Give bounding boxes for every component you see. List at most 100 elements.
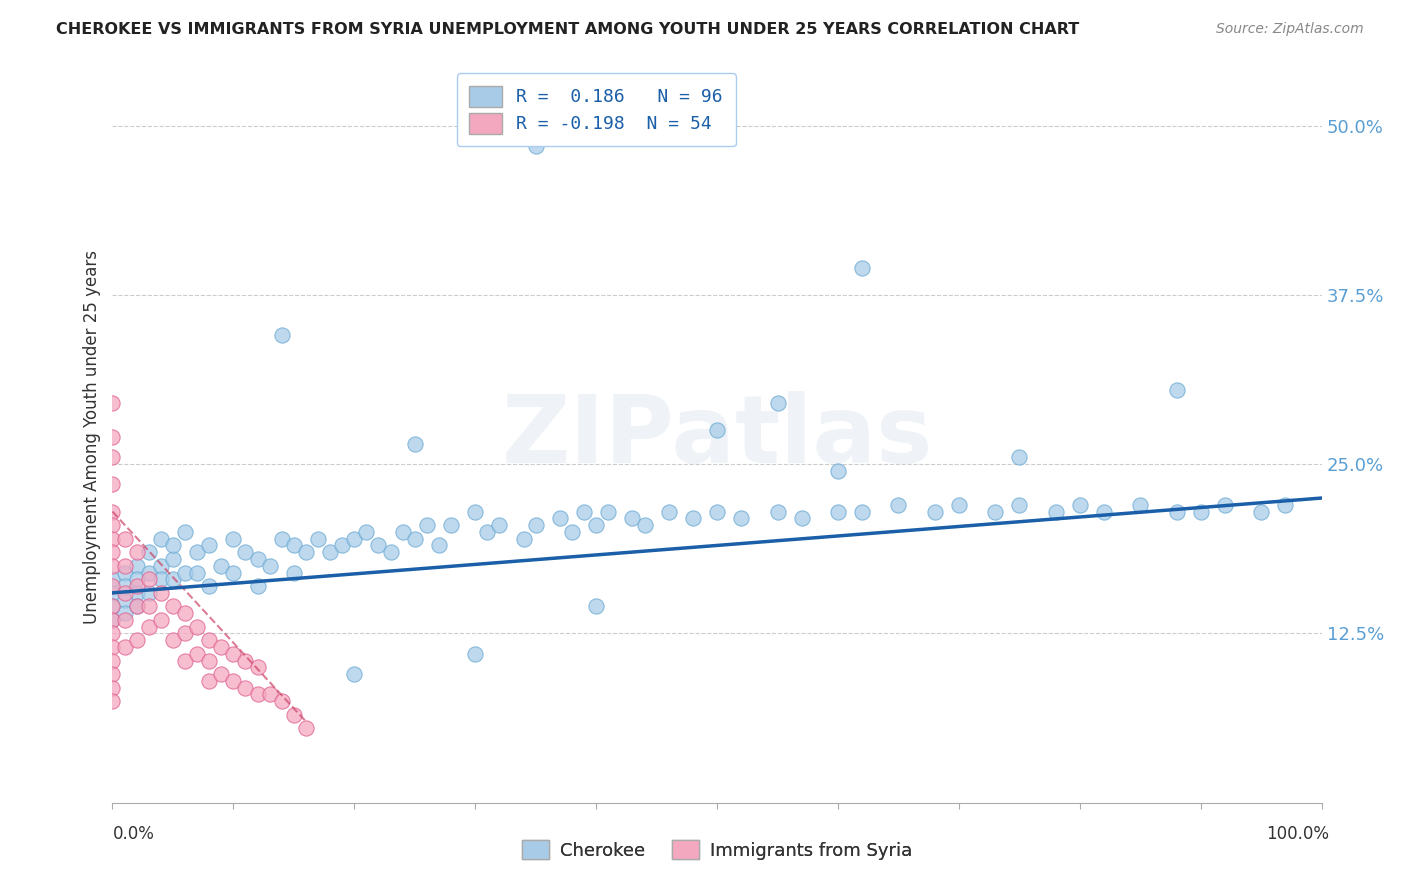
Point bbox=[125, 599, 148, 614]
Point bbox=[101, 430, 124, 444]
Point bbox=[270, 532, 292, 546]
Point bbox=[330, 538, 353, 552]
Legend: Cherokee, Immigrants from Syria: Cherokee, Immigrants from Syria bbox=[515, 833, 920, 867]
Point bbox=[1008, 498, 1031, 512]
Point bbox=[125, 599, 148, 614]
Point bbox=[440, 518, 463, 533]
Point bbox=[186, 647, 208, 661]
Point bbox=[138, 572, 160, 586]
Text: ZIPatlas: ZIPatlas bbox=[502, 391, 932, 483]
Point bbox=[404, 532, 426, 546]
Point bbox=[1189, 505, 1212, 519]
Point bbox=[101, 694, 124, 708]
Point bbox=[548, 511, 571, 525]
Text: CHEROKEE VS IMMIGRANTS FROM SYRIA UNEMPLOYMENT AMONG YOUTH UNDER 25 YEARS CORREL: CHEROKEE VS IMMIGRANTS FROM SYRIA UNEMPL… bbox=[56, 22, 1080, 37]
Point bbox=[114, 613, 136, 627]
Point bbox=[259, 558, 281, 573]
Point bbox=[367, 538, 389, 552]
Point bbox=[101, 599, 124, 614]
Point bbox=[488, 518, 510, 533]
Point bbox=[114, 640, 136, 654]
Point bbox=[222, 647, 245, 661]
Point bbox=[416, 518, 439, 533]
Point bbox=[730, 511, 752, 525]
Point bbox=[924, 505, 946, 519]
Point bbox=[572, 505, 595, 519]
Point bbox=[621, 511, 644, 525]
Point bbox=[138, 620, 160, 634]
Point bbox=[186, 566, 208, 580]
Point bbox=[162, 633, 184, 648]
Point bbox=[125, 586, 148, 600]
Point bbox=[125, 558, 148, 573]
Point bbox=[186, 620, 208, 634]
Point bbox=[235, 681, 257, 695]
Point bbox=[246, 688, 269, 702]
Point bbox=[101, 681, 124, 695]
Point bbox=[101, 545, 124, 559]
Point bbox=[464, 647, 486, 661]
Point bbox=[209, 640, 232, 654]
Point bbox=[125, 633, 148, 648]
Point bbox=[295, 721, 318, 735]
Point bbox=[356, 524, 378, 539]
Point bbox=[427, 538, 450, 552]
Point bbox=[101, 450, 124, 465]
Point bbox=[380, 545, 402, 559]
Point bbox=[101, 477, 124, 491]
Point bbox=[283, 566, 305, 580]
Point bbox=[851, 505, 873, 519]
Point bbox=[174, 626, 197, 640]
Point bbox=[174, 606, 197, 620]
Point bbox=[283, 538, 305, 552]
Point bbox=[766, 396, 789, 410]
Point bbox=[114, 566, 136, 580]
Point bbox=[766, 505, 789, 519]
Point bbox=[1092, 505, 1115, 519]
Text: 100.0%: 100.0% bbox=[1265, 825, 1329, 843]
Point bbox=[319, 545, 342, 559]
Point bbox=[512, 532, 534, 546]
Point bbox=[561, 524, 583, 539]
Text: 0.0%: 0.0% bbox=[112, 825, 155, 843]
Point bbox=[222, 566, 245, 580]
Point bbox=[138, 586, 160, 600]
Point bbox=[633, 518, 655, 533]
Point bbox=[1250, 505, 1272, 519]
Point bbox=[270, 328, 292, 343]
Point bbox=[162, 552, 184, 566]
Point bbox=[307, 532, 329, 546]
Point bbox=[585, 599, 607, 614]
Point bbox=[162, 572, 184, 586]
Point bbox=[149, 613, 172, 627]
Point bbox=[114, 579, 136, 593]
Point bbox=[404, 437, 426, 451]
Point bbox=[101, 518, 124, 533]
Point bbox=[198, 579, 221, 593]
Point bbox=[246, 579, 269, 593]
Point bbox=[209, 558, 232, 573]
Point bbox=[283, 707, 305, 722]
Point bbox=[270, 694, 292, 708]
Point bbox=[162, 538, 184, 552]
Point bbox=[101, 396, 124, 410]
Point bbox=[198, 633, 221, 648]
Point bbox=[827, 505, 849, 519]
Point bbox=[948, 498, 970, 512]
Point bbox=[790, 511, 813, 525]
Point bbox=[101, 579, 124, 593]
Point bbox=[1008, 450, 1031, 465]
Point bbox=[246, 660, 269, 674]
Point bbox=[1166, 383, 1188, 397]
Point bbox=[391, 524, 413, 539]
Point bbox=[101, 558, 124, 573]
Point bbox=[125, 545, 148, 559]
Point bbox=[343, 532, 366, 546]
Point bbox=[149, 558, 172, 573]
Point bbox=[114, 592, 136, 607]
Point bbox=[524, 518, 547, 533]
Point bbox=[101, 626, 124, 640]
Point bbox=[125, 579, 148, 593]
Point bbox=[101, 572, 124, 586]
Point bbox=[658, 505, 681, 519]
